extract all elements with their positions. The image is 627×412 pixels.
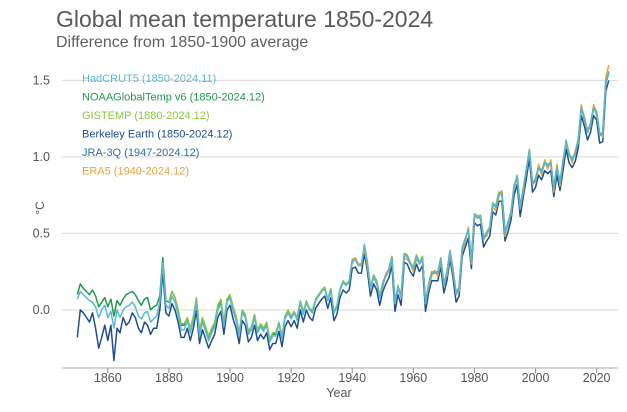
chart-subtitle: Difference from 1850-1900 average [56,34,309,51]
x-tick-label: 1940 [338,371,366,385]
y-tick-label: 1.5 [33,73,50,87]
legend-entry: ERA5 (1940-2024.12) [82,166,189,178]
chart-title: Global mean temperature 1850-2024 [56,6,434,32]
legend-entry: NOAAGlobalTemp v6 (1850-2024.12) [82,92,265,104]
gridlines [62,79,618,311]
x-tick-label: 2000 [522,371,550,385]
legend-entry: GISTEMP (1880-2024.12) [82,110,210,122]
y-tick-label: 0.5 [33,226,50,240]
legend-entry: HadCRUT5 (1850-2024.11) [82,73,216,85]
legend-entry: Berkeley Earth (1850-2024.12) [82,129,232,141]
x-axis-label: Year [326,386,351,400]
series-line-berkeley [76,80,610,362]
y-tick-label: 1.0 [33,150,50,164]
x-tick-label: 1860 [94,371,122,385]
x-tick-label: 1880 [155,371,183,385]
x-tick-label: 1920 [277,371,305,385]
x-axis-ticks: 1860 1880 1900 1920 1940 1960 1980 2000 2020 [62,367,618,385]
y-axis-ticks: 0.0 0.5 1.0 1.5 [33,73,50,316]
y-axis-label: °C [33,201,47,215]
legend-entry: JRA-3Q (1947-2024.12) [82,147,199,159]
series-line-hadcrut5 [76,72,610,343]
x-tick-label: 1900 [216,371,244,385]
x-tick-label: 1980 [461,371,489,385]
series-line-gistemp [168,70,610,340]
series-lines [76,64,610,362]
y-tick-label: 0.0 [33,303,50,317]
legend: HadCRUT5 (1850-2024.11) NOAAGlobalTemp v6… [82,73,265,178]
x-tick-label: 2020 [583,371,611,385]
x-tick-label: 1960 [399,371,427,385]
